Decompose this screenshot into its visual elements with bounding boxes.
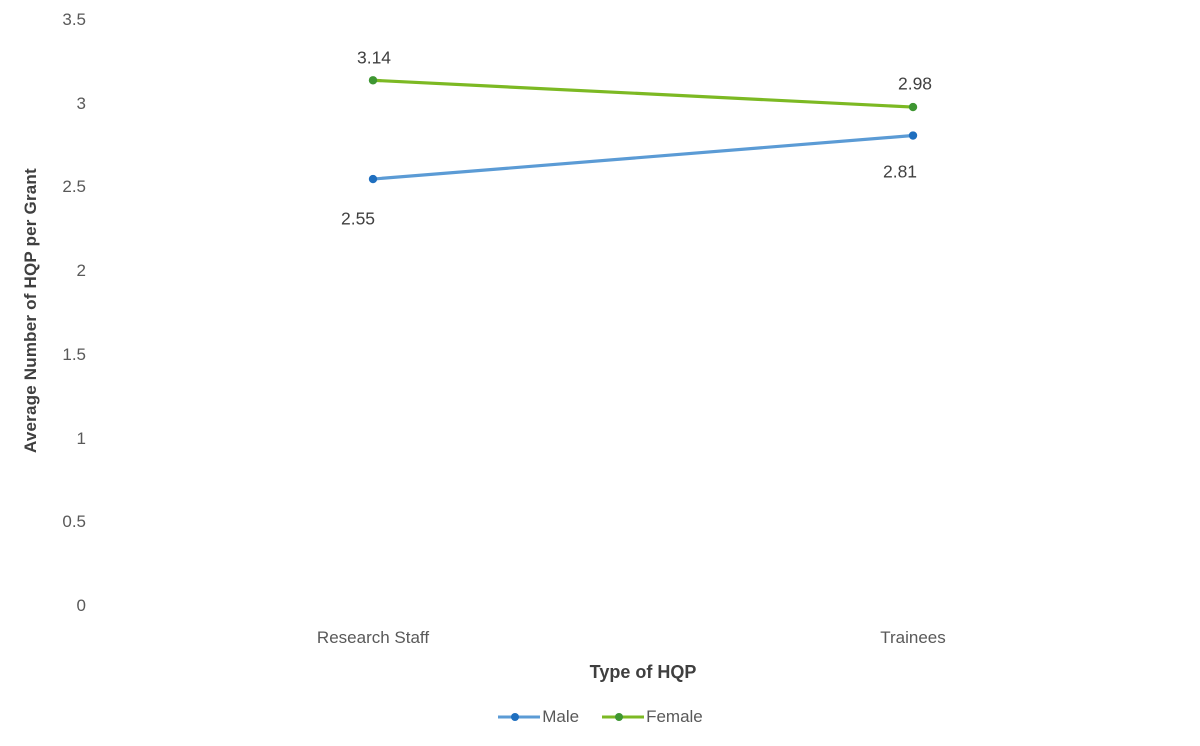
data-point-marker-female (368, 76, 378, 85)
y-tick-label: 3.5 (62, 10, 86, 29)
legend-swatch-female (602, 713, 645, 721)
legend-item-male: Male (497, 707, 579, 727)
x-tick-label: Trainees (880, 628, 946, 647)
data-point-marker-male (908, 131, 918, 140)
data-label-male: 2.81 (882, 161, 918, 182)
legend-item-female: Female (601, 707, 703, 727)
data-label-female: 3.14 (356, 47, 392, 68)
data-label-male: 2.55 (340, 208, 376, 229)
data-point-marker-female (908, 102, 918, 112)
legend: Male Female (0, 707, 1200, 727)
series-line-female (371, 78, 915, 109)
y-tick-label: 0.5 (62, 512, 86, 532)
y-tick-label: 2 (76, 261, 86, 281)
y-tick-label: 3 (76, 93, 86, 113)
x-tick-label: Research Staff (316, 628, 430, 647)
y-tick-label: 0 (76, 596, 86, 615)
y-tick-label: 2.5 (62, 177, 86, 197)
y-tick-label: 1 (76, 428, 86, 448)
legend-swatch-male (498, 713, 541, 721)
legend-label-female: Female (646, 707, 703, 726)
y-tick-label: 1.5 (62, 344, 86, 364)
legend-label-male: Male (542, 707, 580, 726)
data-label-female: 2.98 (897, 73, 933, 94)
x-axis-title: Type of HQP (589, 662, 697, 682)
series-line-male (371, 133, 915, 181)
data-point-marker-male (368, 174, 378, 184)
